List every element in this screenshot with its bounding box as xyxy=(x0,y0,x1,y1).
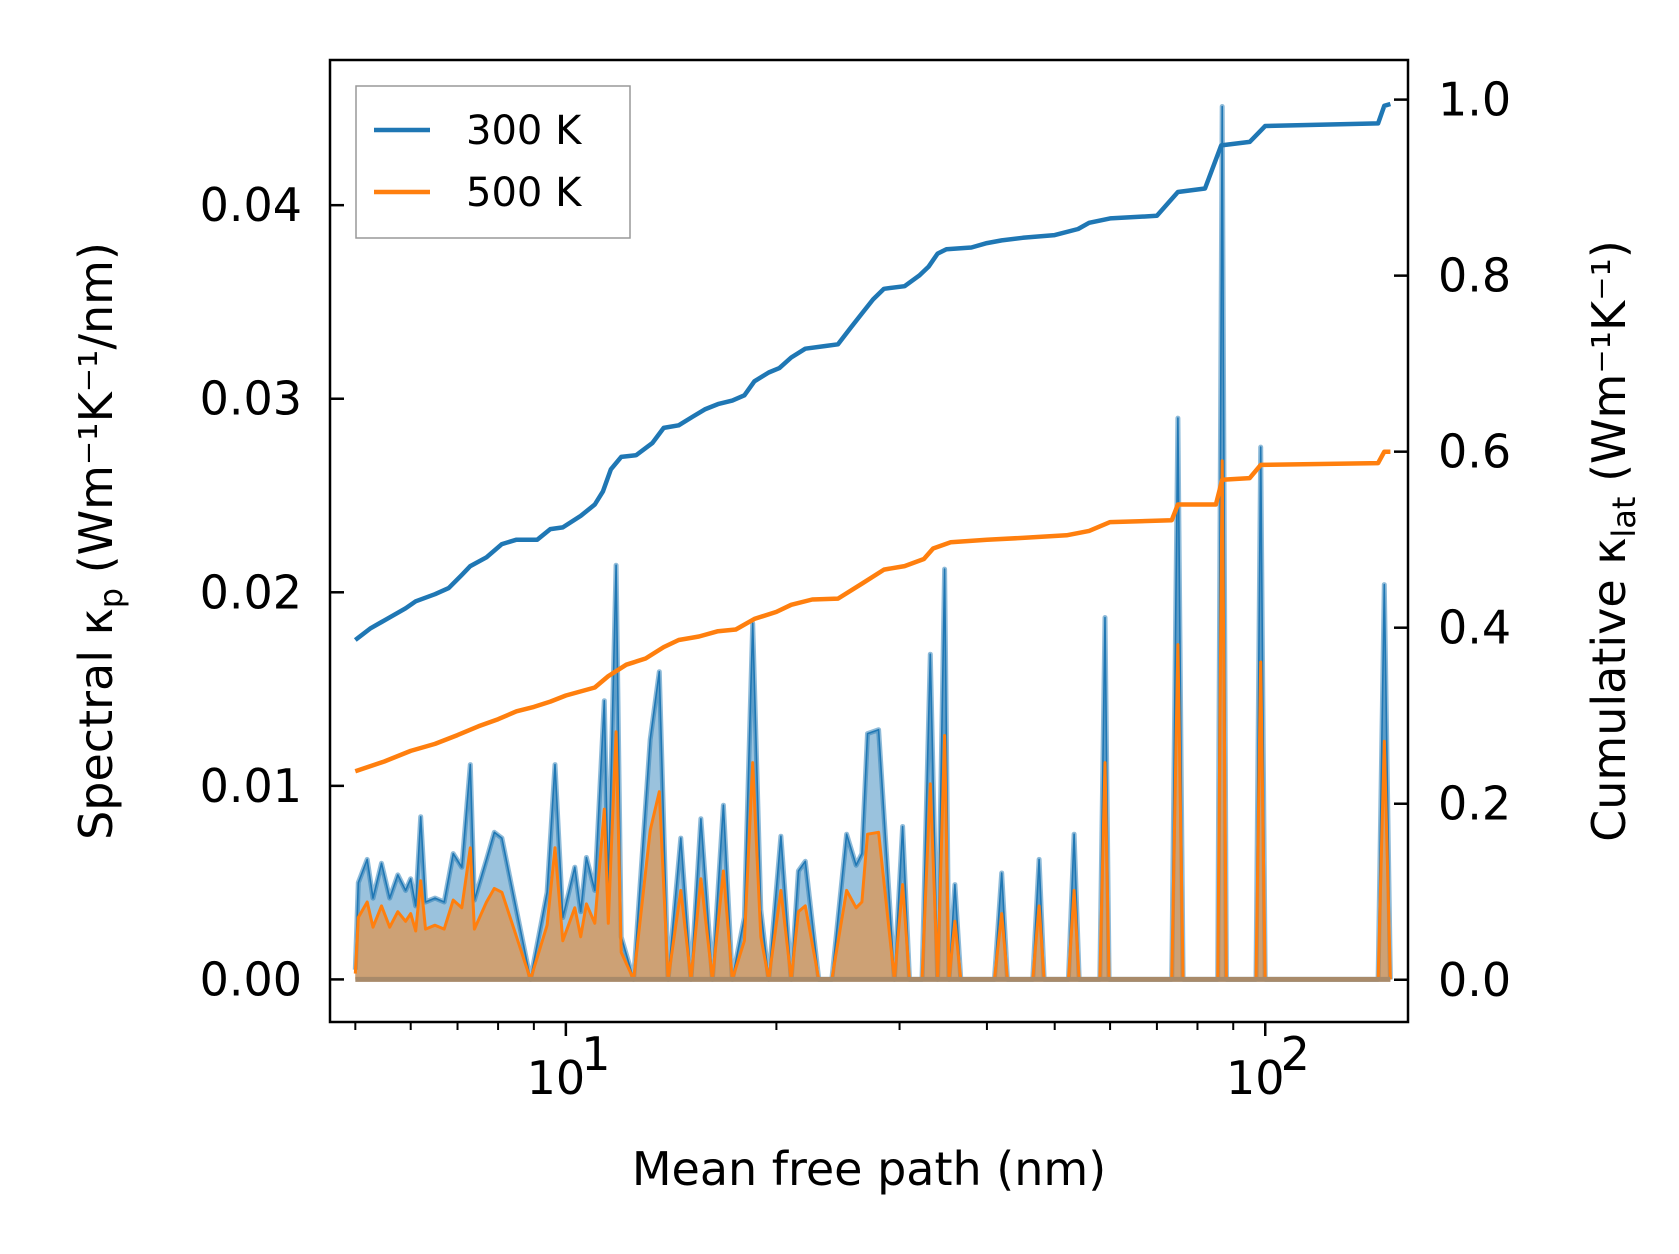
x-tick-label-exponent: 2 xyxy=(1281,1027,1310,1081)
cumulative-500K-line xyxy=(354,449,1391,774)
y-left-tick-label: 0.03 xyxy=(200,372,302,426)
legend-box xyxy=(355,85,631,239)
x-axis-label: Mean free path (nm) xyxy=(632,1142,1106,1196)
plot-frame xyxy=(328,58,1410,1024)
plot-area xyxy=(352,101,1393,982)
y-right-tick-label: 0.0 xyxy=(1438,953,1511,1007)
spectral-500K-area xyxy=(355,460,1391,980)
legend-label: 300 K xyxy=(466,108,583,154)
y-left-tick-label: 0.02 xyxy=(200,565,302,619)
legend-label: 500 K xyxy=(466,170,583,216)
x-tick-label: 10 xyxy=(1226,1051,1285,1105)
axes: 0.00 0.01 0.02 0.03 0.04 0.0 0.2 0.4 0.6 0.8 1.0 10… xyxy=(69,58,1643,1196)
y-left-tick-label: 0.01 xyxy=(200,759,302,813)
y-right-tick-label: 0.4 xyxy=(1438,601,1511,655)
x-tick-label: 10 xyxy=(527,1051,586,1105)
y-right-tick-label: 0.2 xyxy=(1438,777,1511,831)
y-left-axis-label: Spectral κp (Wm⁻¹K⁻¹/nm) xyxy=(69,242,130,840)
spectral-500K-line xyxy=(353,459,1392,981)
cumulative-300K-line xyxy=(353,101,1392,642)
y-left-tick-label: 0.04 xyxy=(200,178,302,232)
y-right-tick-label: 0.8 xyxy=(1438,249,1511,303)
y-right-tick-label: 0.6 xyxy=(1438,425,1511,479)
y-left-tick-label: 0.00 xyxy=(200,952,302,1006)
legend: 300 K 500 K xyxy=(355,85,631,239)
y-right-tick-label: 1.0 xyxy=(1438,73,1511,127)
y-right-axis-label: Cumulative κlat (Wm⁻¹K⁻¹) xyxy=(1582,240,1643,842)
x-tick-label-exponent: 1 xyxy=(581,1027,610,1081)
